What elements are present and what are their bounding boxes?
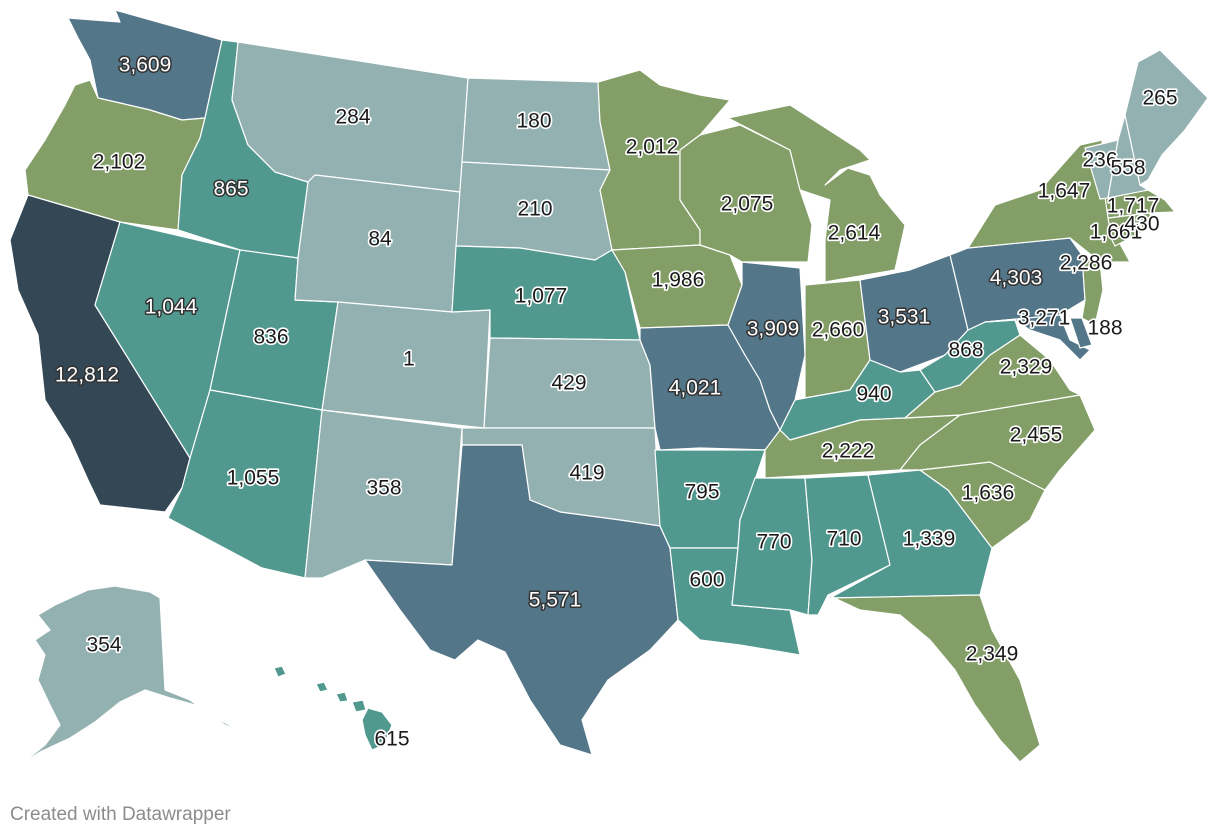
- state-AK[interactable]: [19, 585, 241, 766]
- state-CO[interactable]: [321, 301, 491, 429]
- state-MI[interactable]: [727, 104, 906, 283]
- state-TX[interactable]: [364, 444, 679, 756]
- label-WV: 868: [948, 339, 983, 362]
- label-AR: 795: [684, 481, 719, 504]
- label-MT: 284: [335, 106, 370, 129]
- label-ID: 865: [213, 178, 248, 201]
- label-SD: 210: [517, 198, 552, 221]
- state-IL[interactable]: [727, 261, 806, 431]
- label-VA: 2,329: [1000, 356, 1053, 379]
- label-WY: 84: [368, 228, 392, 251]
- label-OK: 419: [569, 462, 604, 485]
- label-MI: 2,614: [828, 222, 881, 245]
- label-FL: 2,349: [966, 643, 1019, 666]
- label-OR: 2,102: [93, 151, 146, 174]
- label-VT: 236: [1082, 149, 1117, 172]
- label-TX: 5,571: [529, 589, 582, 612]
- label-NH: 558: [1110, 157, 1145, 180]
- state-NC[interactable]: [899, 394, 1096, 491]
- label-KS: 429: [551, 372, 586, 395]
- label-HI: 615: [374, 728, 409, 751]
- label-DE: 188: [1087, 317, 1122, 340]
- state-ME[interactable]: [1124, 49, 1209, 186]
- label-NM: 358: [366, 477, 401, 500]
- label-MN: 2,012: [626, 136, 679, 159]
- label-GA: 1,339: [903, 528, 956, 551]
- label-IL: 3,909: [747, 318, 800, 341]
- label-SC: 1,636: [962, 482, 1015, 505]
- state-MA[interactable]: [1104, 189, 1176, 219]
- label-MO: 4,021: [669, 377, 722, 400]
- label-RI: 430: [1124, 213, 1159, 236]
- label-ND: 180: [516, 110, 551, 133]
- label-IN: 2,660: [812, 319, 865, 342]
- label-NJ: 2,286: [1060, 252, 1113, 275]
- state-WV[interactable]: [919, 319, 1021, 393]
- state-NE[interactable]: [451, 245, 641, 341]
- state-DE[interactable]: [1069, 317, 1093, 349]
- datawrapper-credit: Created with Datawrapper: [10, 804, 231, 825]
- label-NE: 1,077: [515, 285, 568, 308]
- label-CA: 12,812: [55, 364, 119, 387]
- label-CT: 1,661: [1090, 221, 1143, 244]
- label-MD: 3,271: [1018, 307, 1071, 330]
- label-WA: 3,609: [119, 54, 172, 77]
- label-NC: 2,455: [1010, 424, 1063, 447]
- label-PA: 4,303: [990, 267, 1043, 290]
- label-NV: 1,044: [145, 296, 198, 319]
- label-KY: 940: [856, 383, 891, 406]
- state-MD[interactable]: [984, 314, 1091, 361]
- label-LA: 600: [689, 569, 724, 592]
- label-NY: 1,647: [1038, 180, 1091, 203]
- us-choropleth-map: 3,609 2,102 12,812 865 1,044 836 1,055 2…: [9, 9, 1209, 766]
- label-AL: 710: [826, 528, 861, 551]
- label-UT: 836: [253, 326, 288, 349]
- label-OH: 3,531: [878, 306, 931, 329]
- label-AZ: 1,055: [227, 467, 280, 490]
- label-MS: 770: [756, 531, 791, 554]
- label-MA: 1,717: [1107, 195, 1160, 218]
- state-HI[interactable]: [273, 665, 393, 751]
- state-FL[interactable]: [827, 594, 1041, 763]
- label-WI: 2,075: [721, 193, 774, 216]
- label-AK: 354: [86, 634, 121, 657]
- label-ME: 265: [1142, 87, 1177, 110]
- state-NJ[interactable]: [1081, 254, 1104, 326]
- label-TN: 2,222: [822, 440, 875, 463]
- label-CO: 1: [403, 348, 415, 371]
- label-IA: 1,986: [652, 269, 705, 292]
